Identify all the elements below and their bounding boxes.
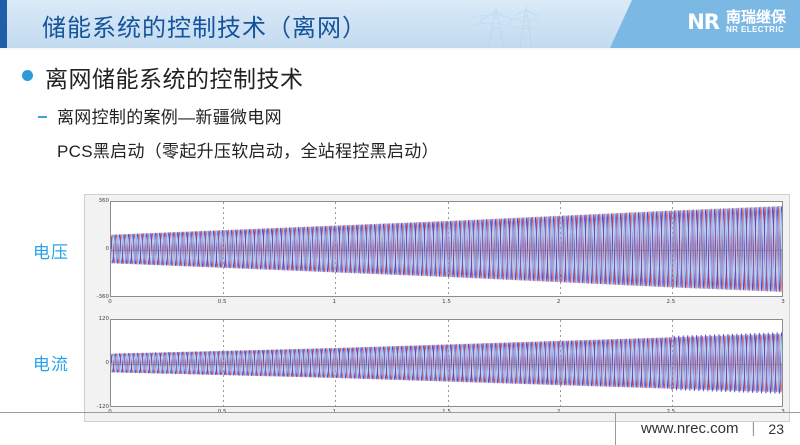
x-tick-label: 1 — [332, 299, 337, 305]
grid-line — [671, 202, 673, 296]
bullet-level1-text: 离网储能系统的控制技术 — [45, 66, 304, 92]
bullet-level2: 离网控制的案例—新疆微电网 — [38, 103, 282, 128]
footer-divider — [0, 412, 800, 413]
slide-footer: www.nrec.com | 23 — [641, 420, 784, 437]
grid-line — [223, 320, 225, 406]
zero-axis-line — [111, 250, 782, 251]
voltage-plot-area — [110, 201, 783, 297]
grid-line — [447, 320, 449, 406]
voltage-chart: 360 0 -360 0 0.5 1 1.5 2 2.5 3 — [85, 195, 789, 313]
footer-separator: | — [751, 420, 756, 437]
x-tick-label: 2 — [556, 299, 561, 305]
grid-line — [447, 202, 449, 296]
grid-line — [559, 202, 561, 296]
x-tick-label: 3 — [781, 299, 785, 305]
grid-line — [335, 202, 337, 296]
bullet-level2-subtext: PCS黑启动（零起升压软启动，全站程控黑启动） — [57, 142, 439, 161]
chart-label-voltage: 电压 — [33, 243, 69, 262]
company-logo: NR 南瑞继保 NR ELECTRIC — [687, 10, 786, 34]
x-tick-label: 0.5 — [217, 299, 227, 305]
grid-line — [671, 320, 673, 406]
grid-line — [223, 202, 225, 296]
y-tick-label: 0 — [105, 360, 110, 366]
chart-label-current: 电流 — [33, 355, 69, 374]
logo-name-en: NR ELECTRIC — [725, 24, 785, 34]
bullet-dash-icon — [38, 116, 47, 118]
footer-divider-vertical — [615, 412, 616, 445]
footer-website: www.nrec.com — [640, 420, 739, 437]
grid-line — [335, 320, 337, 406]
bullet-level2-text: 离网控制的案例—新疆微电网 — [57, 108, 282, 127]
grid-line — [559, 320, 561, 406]
page-title: 储能系统的控制技术（离网） — [42, 15, 367, 42]
header-divider — [0, 48, 800, 51]
y-tick-label: 120 — [98, 316, 110, 322]
y-tick-label: -120 — [96, 404, 109, 410]
page-number: 23 — [768, 420, 784, 437]
x-tick-label: 2.5 — [666, 299, 676, 305]
y-tick-label: -360 — [96, 294, 109, 300]
x-tick-label: 0 — [108, 299, 112, 305]
logo-mark-icon: NR — [687, 9, 720, 34]
y-tick-label: 0 — [105, 246, 110, 252]
transmission-tower-watermark — [470, 2, 540, 48]
bullet-dot-icon — [22, 70, 33, 81]
header-logo-panel — [610, 0, 800, 48]
zero-axis-line — [111, 364, 782, 365]
slide-header: 储能系统的控制技术（离网） NR 南瑞继保 NR ELECTRIC — [0, 0, 800, 48]
current-waveform — [111, 332, 782, 394]
current-plot-area — [110, 319, 783, 407]
header-accent-bar — [0, 0, 7, 48]
logo-name-cn: 南瑞继保 — [725, 9, 786, 26]
bullet-level1: 离网储能系统的控制技术 — [22, 60, 304, 94]
y-tick-label: 360 — [98, 198, 110, 204]
voltage-waveform — [111, 205, 782, 293]
x-tick-label: 1.5 — [442, 299, 451, 305]
